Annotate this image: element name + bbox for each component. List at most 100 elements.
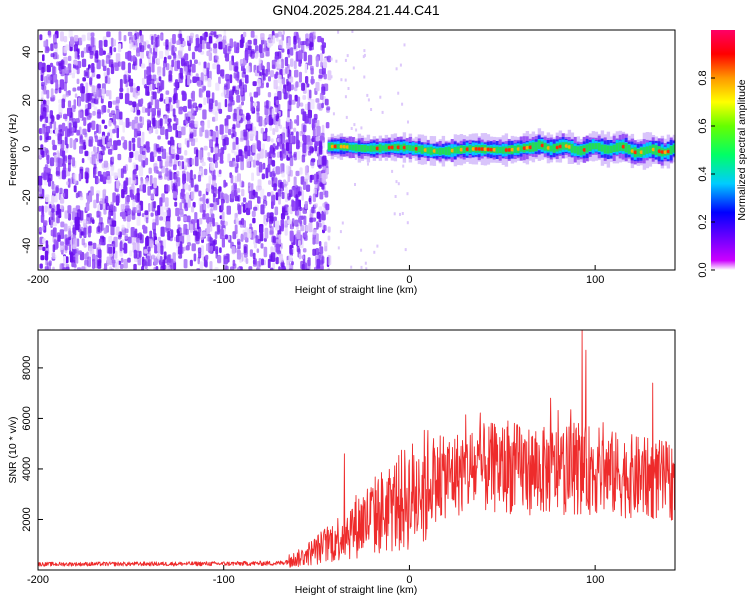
spectrogram-cell [131,137,136,143]
spectrogram-cell [166,254,171,266]
spectrogram-cell [240,85,244,96]
spectrogram-cell [38,205,42,212]
spectrogram-cell [70,36,74,47]
spectrogram-cell [112,100,117,105]
spectrogram-cell [167,55,172,60]
spectrogram-cell [201,39,206,50]
spectrogram-cell [149,230,153,239]
spectrogram-cell [199,203,204,213]
spectrogram-cell [285,66,288,74]
spectrogram-cell [248,190,253,200]
spectrogram-cell [190,92,194,99]
spectrogram-cell [143,226,148,234]
spectrogram-cell [316,258,321,269]
spectrogram-cell [87,102,92,110]
spectrogram-cell [166,155,170,167]
spectrogram-cell [108,119,112,127]
spectrogram-cell [318,68,324,74]
spectrogram-cell [84,150,89,157]
spectrogram-cell [276,59,282,69]
spectrogram-cell [278,39,284,49]
spectrogram-cell [198,252,202,259]
spectrogram-cell [178,72,183,84]
spectrogram-cell [158,50,164,59]
spectrogram-cell [124,233,128,240]
spectrogram-cell [501,146,506,154]
spectrogram-cell [232,113,237,122]
spectrogram-cell [91,154,96,165]
spectrogram-cell [279,253,283,264]
spectrogram-cell [294,69,299,78]
spectrogram-cell [157,110,161,116]
spectrogram-cell [267,92,272,98]
spectrogram-cell [253,206,258,211]
spectrogram-cell [220,220,225,225]
spectrogram-cell [298,71,302,83]
spectrogram-cell [50,43,54,52]
spectrogram-cell [160,245,164,255]
spectrogram-cell [78,173,82,182]
spectrogram-cell [199,235,204,240]
spectrogram-cell [147,246,151,252]
spectrogram-cell [273,79,278,90]
spectrogram-cell [60,31,64,42]
spectrogram-cell [191,158,194,166]
spectrogram-cell [219,159,224,164]
spectrogram-cell [190,32,194,39]
spectrogram-cell [176,40,181,45]
spectrogram-cell [40,74,44,82]
spectrogram-cell [51,252,56,257]
spectrogram-cell [204,129,209,139]
spectrogram-cell [160,126,165,135]
spectrogram-cell [199,261,204,270]
spectrogram-cell [223,30,227,40]
x-tick-label: 0 [406,574,412,586]
spectrogram-cell [97,244,101,250]
spectrogram-cell [362,55,365,59]
spectrogram-cell [321,124,325,136]
spectrogram-cell [303,51,307,62]
spectrogram-cell [113,120,117,126]
spectrogram-cell [166,221,171,229]
spectrogram-cell [242,197,247,203]
spectrogram-cell [259,148,264,159]
spectrogram-cell [265,68,268,77]
spectrogram-cell [252,259,256,265]
spectrogram-cell [203,61,207,69]
spectrogram-cell [85,71,88,77]
spectrogram-cell [56,204,60,215]
spectrogram-cell [330,75,333,79]
spectrogram-cell [61,170,66,180]
spectrogram-cell [290,58,294,67]
spectrogram-cell [212,48,218,54]
spectrogram-cell [50,88,54,99]
spectrogram-cell [316,211,321,219]
spectrogram-cell [236,188,241,193]
spectrogram-cell [92,242,97,249]
spectrogram-cell [194,155,199,167]
spectrogram-cell [126,208,131,216]
spectrogram-cell [119,249,124,257]
spectrogram-cell [211,174,217,181]
spectrogram-cell [188,122,193,128]
spectrogram-cell [70,221,74,226]
spectrogram-cell [585,144,590,153]
spectrogram-cell [127,62,131,74]
spectrogram-cell [280,262,285,267]
spectrogram-cell [327,267,330,270]
spectrogram-cell [73,173,77,184]
spectrogram-cell [281,171,285,178]
spectrogram-cell [168,70,172,82]
spectrogram-cell [305,76,309,84]
spectrogram-cell [570,143,575,153]
spectrogram-cell [137,137,141,148]
spectrogram-cell [52,144,57,151]
spectrogram-cell [91,85,96,94]
spectrogram-cell [133,230,137,238]
y-tick-label: -40 [21,238,33,254]
spectrogram-cell [131,119,136,130]
spectrogram-cell [235,74,240,81]
spectrogram-cell [315,56,319,68]
spectrogram-cell [302,248,307,253]
spectrogram-cell [402,164,405,168]
